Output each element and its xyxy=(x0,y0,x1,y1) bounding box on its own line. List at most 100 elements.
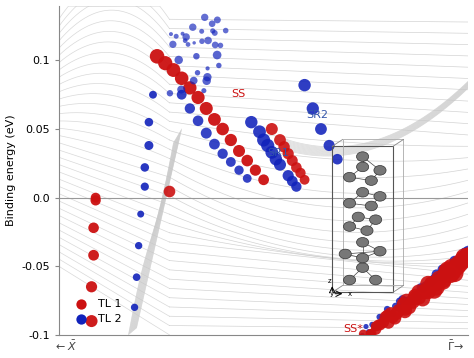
Circle shape xyxy=(370,275,382,285)
Point xyxy=(439,277,447,282)
Point xyxy=(345,340,353,346)
Point xyxy=(372,323,380,329)
Point xyxy=(341,347,348,353)
Point xyxy=(227,159,235,165)
Circle shape xyxy=(370,215,382,224)
Circle shape xyxy=(356,253,369,263)
Point xyxy=(260,177,267,183)
Point xyxy=(368,331,375,337)
Point xyxy=(198,38,206,44)
Circle shape xyxy=(365,201,377,211)
Point xyxy=(210,117,218,122)
Point xyxy=(448,265,456,270)
Point xyxy=(375,322,383,328)
Point xyxy=(454,259,461,265)
Point xyxy=(244,175,251,181)
Point xyxy=(325,142,333,148)
Point xyxy=(387,310,394,316)
Point xyxy=(192,53,200,59)
Point xyxy=(359,333,366,338)
Point xyxy=(411,295,419,301)
Circle shape xyxy=(344,222,356,231)
Point xyxy=(459,256,466,262)
Point xyxy=(88,318,95,324)
Point xyxy=(421,289,429,294)
Text: $\bar{\Gamma}$→: $\bar{\Gamma}$→ xyxy=(447,339,465,353)
Point xyxy=(255,129,263,135)
Point xyxy=(92,198,100,203)
Circle shape xyxy=(356,162,369,172)
Circle shape xyxy=(344,198,356,208)
Point xyxy=(383,306,391,312)
Point xyxy=(395,308,402,314)
Point xyxy=(396,298,403,304)
Point xyxy=(227,137,235,143)
Point xyxy=(456,262,464,267)
Point xyxy=(409,299,417,305)
Text: z: z xyxy=(328,278,331,284)
Point xyxy=(292,184,300,189)
Point xyxy=(211,42,219,48)
Point xyxy=(194,95,202,100)
Circle shape xyxy=(361,226,373,236)
Point xyxy=(170,67,177,73)
Point xyxy=(413,294,421,299)
Point xyxy=(362,324,370,329)
Point xyxy=(426,279,434,285)
Point xyxy=(235,148,243,154)
Point xyxy=(247,119,255,125)
Point xyxy=(264,142,272,148)
Point xyxy=(405,304,413,310)
Point xyxy=(189,24,197,30)
Point xyxy=(456,261,463,267)
Point xyxy=(403,298,410,304)
Point xyxy=(415,295,422,300)
Point xyxy=(214,17,221,23)
Point xyxy=(443,269,450,275)
Point xyxy=(442,272,450,277)
Point xyxy=(389,314,396,320)
Point xyxy=(178,76,185,81)
Point xyxy=(145,142,153,148)
Point xyxy=(244,158,251,164)
Point xyxy=(432,280,439,286)
Point xyxy=(297,170,304,176)
Text: SS*: SS* xyxy=(344,324,364,334)
Point xyxy=(415,289,423,295)
Point xyxy=(92,195,100,200)
Point xyxy=(465,253,473,259)
Point xyxy=(88,357,95,358)
Point xyxy=(137,211,145,217)
Point xyxy=(133,274,140,280)
Point xyxy=(451,258,458,264)
Point xyxy=(166,90,173,96)
Legend: TL 1, TL 2: TL 1, TL 2 xyxy=(64,294,127,329)
Point xyxy=(194,118,202,124)
Point xyxy=(355,337,363,342)
Point xyxy=(184,42,192,47)
Point xyxy=(292,165,300,170)
Point xyxy=(186,85,194,91)
Point xyxy=(190,78,198,83)
Circle shape xyxy=(339,249,351,259)
Circle shape xyxy=(374,246,386,256)
Point xyxy=(391,315,399,321)
Point xyxy=(162,60,169,66)
Point xyxy=(445,271,453,277)
Point xyxy=(289,158,296,164)
Circle shape xyxy=(356,237,369,247)
Point xyxy=(217,43,224,48)
Point xyxy=(400,301,407,307)
Point xyxy=(349,339,357,345)
Point xyxy=(411,293,419,299)
Point xyxy=(394,305,402,311)
Point xyxy=(272,156,280,162)
Point xyxy=(427,280,434,285)
Point xyxy=(204,66,211,71)
Point xyxy=(169,42,177,47)
Point xyxy=(412,292,419,298)
Point xyxy=(355,340,363,346)
Point xyxy=(90,252,97,258)
Point xyxy=(366,331,374,337)
Point xyxy=(462,250,469,256)
